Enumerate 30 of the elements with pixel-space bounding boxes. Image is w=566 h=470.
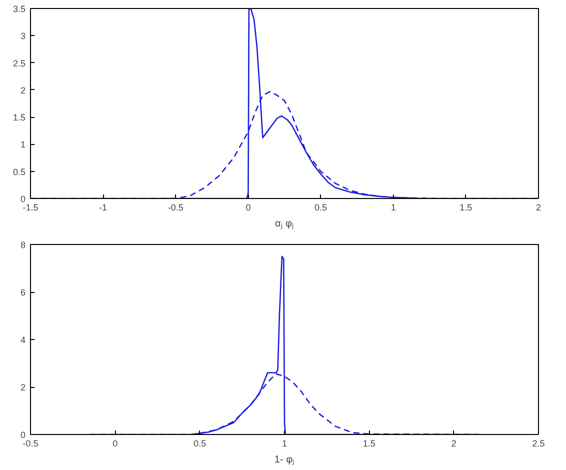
x-tick-label: 1 <box>282 438 288 448</box>
x-tick-label: 0 <box>112 438 118 448</box>
y-tick-label: 0.5 <box>12 166 26 177</box>
x-axis-title: 1- φⱼ <box>274 454 295 466</box>
y-tick-label: 8 <box>20 240 26 250</box>
x-tick-label: 2 <box>536 202 542 212</box>
x-tick-label: 0 <box>246 202 251 212</box>
y-tick-label: 4 <box>20 335 26 345</box>
y-tick-label: 1 <box>20 140 26 150</box>
x-tick-label: -1.5 <box>22 202 38 212</box>
y-tick-label: 2 <box>20 85 26 96</box>
x-tick-label: 1.5 <box>460 202 472 212</box>
y-tick-label: 0 <box>20 430 26 440</box>
x-tick-label: 1 <box>390 202 396 212</box>
y-tick-label: 3.5 <box>12 4 26 14</box>
x-tick-label: -1 <box>99 202 108 212</box>
x-tick-label: -0.5 <box>168 202 184 212</box>
y-tick-label: 2 <box>20 382 26 392</box>
y-tick-label: 6 <box>20 288 26 298</box>
y-tick-label: 1.5 <box>12 112 26 123</box>
x-tick-label: 0.5 <box>194 438 206 448</box>
x-tick-label: 0.5 <box>314 202 328 212</box>
x-tick-label: 1.5 <box>362 438 376 448</box>
x-tick-label: -0.5 <box>22 438 38 448</box>
y-tick-label: 3 <box>20 31 26 42</box>
x-tick-label: 2 <box>451 438 456 448</box>
y-tick-label: 0 <box>20 194 26 204</box>
x-tick-label: 2.5 <box>532 438 545 448</box>
x-axis-title: αⱼ φⱼ <box>274 218 294 230</box>
y-tick-label: 2.5 <box>12 58 26 68</box>
